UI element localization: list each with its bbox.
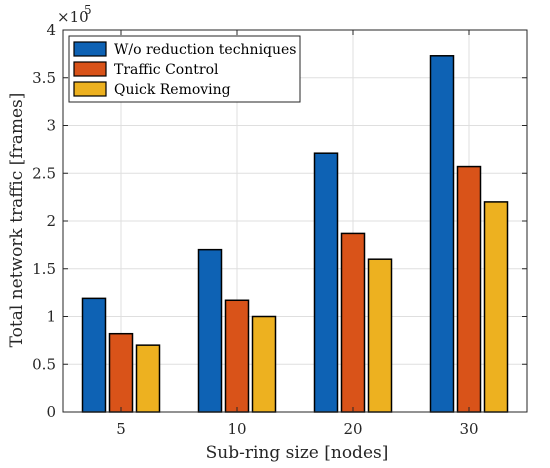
bar-traffic-control-30 bbox=[456, 165, 482, 413]
bar-traffic-control-10 bbox=[224, 299, 250, 413]
legend-swatch bbox=[73, 41, 107, 57]
bar-w-o-reduction-techniques-10 bbox=[197, 248, 223, 413]
y-axis-multiplier-exponent: 5 bbox=[84, 3, 92, 17]
legend-entry: W/o reduction techniques bbox=[114, 42, 297, 58]
legend-box bbox=[68, 35, 301, 103]
bar-quick-removing-20 bbox=[367, 258, 393, 413]
y-axis-label: Total network traffic [frames] bbox=[7, 93, 27, 348]
y-tick-label: 0 bbox=[46, 403, 56, 421]
y-axis-ticks: 0 0.5 1 1.5 2 2.5 3 3.5 4 bbox=[32, 21, 527, 421]
bar-w-o-reduction-techniques-20 bbox=[313, 152, 339, 413]
y-tick-label: 3.5 bbox=[32, 69, 56, 87]
bars bbox=[81, 55, 509, 413]
y-tick-label: 3 bbox=[46, 117, 56, 135]
legend-swatch bbox=[73, 61, 107, 77]
x-tick-label: 20 bbox=[343, 420, 362, 438]
y-tick-label: 1 bbox=[46, 308, 56, 326]
bar-quick-removing-30 bbox=[483, 201, 509, 413]
x-tick-label: 30 bbox=[459, 420, 478, 438]
bar-quick-removing-10 bbox=[251, 315, 277, 413]
y-tick-label: 2.5 bbox=[32, 164, 56, 182]
bar-traffic-control-5 bbox=[108, 332, 134, 413]
legend-entry: Quick Removing bbox=[114, 82, 231, 98]
bar-w-o-reduction-techniques-30 bbox=[429, 55, 455, 413]
y-axis-multiplier: ×10 bbox=[57, 8, 89, 26]
x-axis-ticks: 5 10 20 30 bbox=[116, 30, 479, 438]
legend-swatch bbox=[73, 81, 107, 97]
y-tick-label: 1.5 bbox=[32, 260, 56, 278]
y-tick-label: 2 bbox=[46, 212, 56, 230]
y-tick-label: 0.5 bbox=[32, 355, 56, 373]
x-tick-label: 5 bbox=[116, 420, 126, 438]
bar-w-o-reduction-techniques-5 bbox=[81, 297, 107, 413]
x-axis-label: Sub-ring size [nodes] bbox=[206, 443, 389, 463]
bar-traffic-control-20 bbox=[340, 232, 366, 413]
x-tick-label: 10 bbox=[227, 420, 246, 438]
legend-entry: Traffic Control bbox=[114, 62, 219, 78]
bar-quick-removing-5 bbox=[135, 344, 161, 413]
legend: W/o reduction techniques Traffic Control Q… bbox=[68, 35, 301, 103]
y-tick-label: 4 bbox=[46, 21, 56, 39]
